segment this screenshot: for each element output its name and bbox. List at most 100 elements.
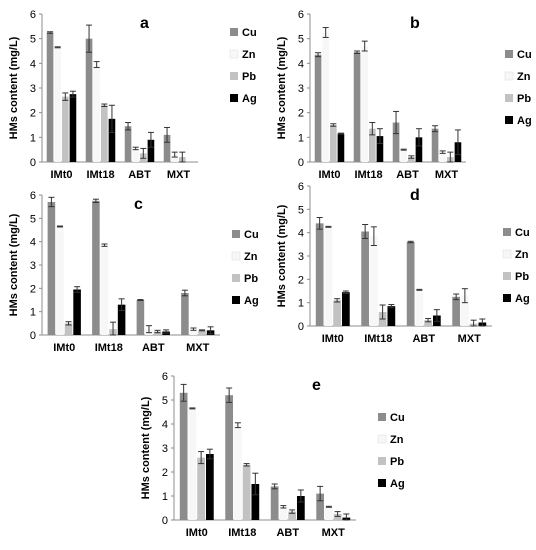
bar-zn-abt bbox=[400, 149, 407, 162]
legend-swatch-zn bbox=[231, 251, 241, 261]
x-tick-label: IMt0 bbox=[53, 342, 75, 354]
bar-zn-imt0 bbox=[322, 32, 329, 162]
y-tick-label: 3 bbox=[162, 443, 168, 455]
x-tick-label: ABT bbox=[276, 527, 299, 539]
bar-ag-imt0 bbox=[69, 94, 77, 162]
bar-zn-imt0 bbox=[56, 226, 64, 335]
bar-cu-abt bbox=[406, 242, 415, 326]
bar-ag-imt0 bbox=[341, 292, 350, 326]
bar-cu-abt bbox=[392, 122, 400, 162]
legend-swatch-cu bbox=[503, 228, 511, 236]
y-tick-label: 5 bbox=[298, 34, 304, 46]
x-tick-label: IMt18 bbox=[228, 527, 256, 539]
y-tick-label: 3 bbox=[30, 260, 36, 272]
y-axis-title: HMs content (mg/L) bbox=[276, 204, 288, 307]
bar-cu-imt18 bbox=[225, 395, 234, 520]
y-axis-title: HMs content (mg/L) bbox=[8, 213, 20, 316]
legend-swatch-zn bbox=[377, 434, 387, 444]
x-tick-label: ABT bbox=[128, 169, 151, 181]
bar-zn-mxt bbox=[461, 295, 469, 326]
y-tick-label: 5 bbox=[30, 34, 36, 46]
bar-zn-abt bbox=[132, 148, 139, 162]
panel-e: 0 1 2 3 4 5 6 HMs content (mg/L) e IMt0 IMt18 ABT MX… bbox=[140, 371, 405, 539]
bar-cu-imt0 bbox=[315, 223, 324, 326]
bar-zn-abt bbox=[279, 506, 288, 520]
legend: Cu Zn Pb Ag bbox=[231, 229, 259, 307]
y-tick-label: 1 bbox=[298, 298, 304, 310]
legend-label-zn: Zn bbox=[242, 49, 256, 61]
legend-swatch-pb bbox=[505, 94, 513, 102]
legend-swatch-pb bbox=[378, 457, 386, 465]
panel-label: b bbox=[410, 15, 420, 32]
legend-label-cu: Cu bbox=[515, 227, 530, 239]
bar-ag-imt0 bbox=[337, 133, 345, 162]
panel-c: 0 1 2 3 4 5 6 HMs content (mg/L) c IMt0 IMt18 ABT MX… bbox=[8, 190, 259, 354]
legend-swatch-pb bbox=[503, 272, 511, 280]
y-tick-label: 0 bbox=[162, 515, 168, 527]
bar-zn-imt18 bbox=[100, 245, 109, 335]
legend-swatch-pb bbox=[232, 274, 240, 282]
panel-label: d bbox=[410, 187, 420, 204]
legend-swatch-cu bbox=[378, 413, 386, 421]
bar-ag-abt bbox=[147, 139, 155, 162]
bar-zn-imt0 bbox=[54, 47, 61, 162]
bar-zn-imt18 bbox=[93, 64, 100, 162]
legend-swatch-ag bbox=[503, 294, 511, 302]
x-tick-label: MXT bbox=[167, 169, 191, 181]
legend-swatch-cu bbox=[230, 28, 238, 36]
bar-pb-imt18 bbox=[369, 128, 376, 162]
bar-pb-imt0 bbox=[333, 300, 341, 326]
y-tick-label: 1 bbox=[162, 491, 168, 503]
y-tick-label: 4 bbox=[298, 228, 304, 240]
bar-ag-abt bbox=[415, 137, 423, 162]
bar-pb-imt0 bbox=[64, 323, 73, 335]
y-tick-label: 2 bbox=[30, 283, 36, 295]
x-tick-label: ABT bbox=[396, 169, 419, 181]
y-tick-label: 6 bbox=[162, 371, 168, 383]
y-tick-label: 2 bbox=[298, 274, 304, 286]
bar-pb-imt18 bbox=[101, 105, 108, 162]
bar-cu-mxt bbox=[181, 293, 189, 335]
legend-label-zn: Zn bbox=[390, 434, 404, 446]
bar-zn-imt0 bbox=[188, 408, 197, 520]
y-tick-label: 4 bbox=[30, 237, 36, 249]
bar-cu-imt0 bbox=[179, 392, 188, 520]
legend-swatch-ag bbox=[505, 116, 513, 124]
legend-swatch-ag bbox=[378, 479, 386, 487]
legend-swatch-cu bbox=[505, 50, 513, 58]
bar-zn-imt18 bbox=[361, 46, 368, 162]
y-axis-title: HMs content (mg/L) bbox=[276, 36, 288, 139]
bar-cu-imt18 bbox=[92, 200, 100, 335]
y-axis-title: HMs content (mg/L) bbox=[8, 36, 20, 139]
x-tick-label: IMt0 bbox=[322, 333, 344, 345]
y-tick-label: 2 bbox=[298, 108, 304, 120]
legend-label-cu: Cu bbox=[390, 412, 405, 424]
legend-swatch-cu bbox=[232, 230, 240, 238]
y-tick-label: 6 bbox=[298, 9, 304, 21]
x-tick-label: ABT bbox=[142, 342, 165, 354]
y-tick-label: 3 bbox=[30, 83, 36, 95]
legend-label-pb: Pb bbox=[517, 93, 531, 105]
y-tick-label: 5 bbox=[298, 204, 304, 216]
bar-pb-imt0 bbox=[62, 96, 69, 162]
legend: Cu Zn Pb Ag bbox=[502, 227, 530, 305]
y-tick-label: 2 bbox=[162, 467, 168, 479]
legend-label-pb: Pb bbox=[244, 273, 258, 285]
y-tick-label: 0 bbox=[30, 157, 36, 169]
y-tick-label: 0 bbox=[298, 157, 304, 169]
bar-pb-mxt bbox=[333, 514, 342, 520]
bar-zn-imt18 bbox=[370, 236, 378, 326]
y-tick-label: 4 bbox=[162, 419, 168, 431]
bar-cu-imt0 bbox=[47, 202, 56, 335]
x-tick-label: MXT bbox=[435, 169, 459, 181]
legend-swatch-zn bbox=[504, 71, 514, 81]
legend-label-ag: Ag bbox=[515, 293, 530, 305]
x-tick-label: MXT bbox=[322, 527, 346, 539]
bar-cu-imt18 bbox=[361, 231, 370, 326]
legend-label-pb: Pb bbox=[515, 271, 529, 283]
y-tick-label: 0 bbox=[30, 330, 36, 342]
bar-zn-mxt bbox=[171, 154, 178, 162]
legend-swatch-zn bbox=[229, 49, 239, 59]
legend-label-pb: Pb bbox=[242, 71, 256, 83]
x-tick-label: IMt18 bbox=[354, 169, 382, 181]
